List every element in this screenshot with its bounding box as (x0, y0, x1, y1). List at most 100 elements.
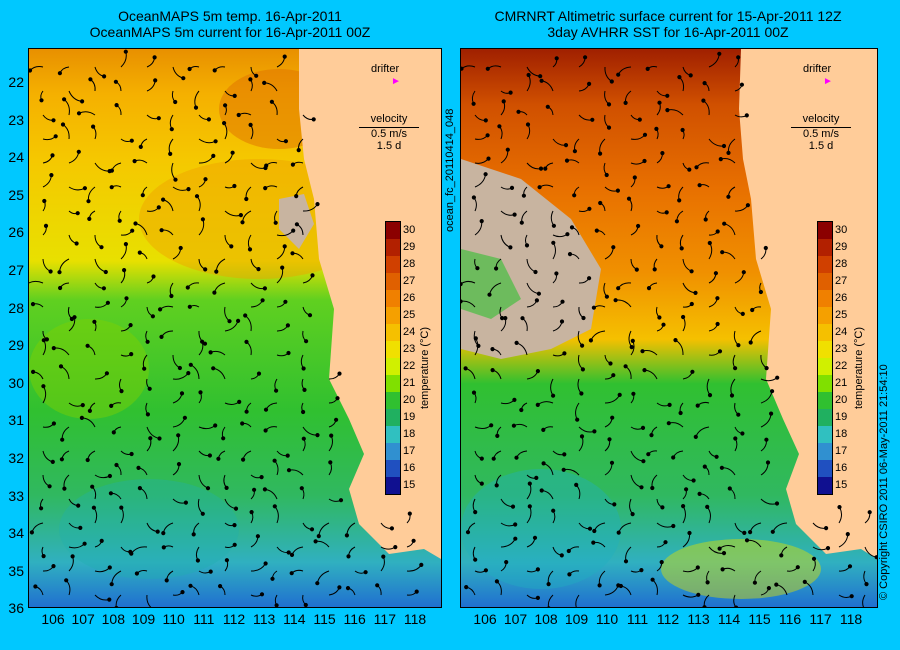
current-vector-head (113, 79, 119, 84)
current-vector-head (561, 467, 566, 472)
current-vector-head (566, 548, 571, 554)
current-vector-head (642, 158, 647, 164)
lon-tick-label: 112 (222, 611, 246, 627)
current-vector-head (33, 584, 38, 589)
current-vector-head (503, 316, 508, 321)
current-vector-head (137, 250, 142, 255)
current-vector-head (128, 323, 133, 328)
colorbar-tick-label: 18 (403, 427, 416, 440)
current-vector-head (185, 285, 190, 290)
current-vector-head (613, 298, 618, 303)
current-vector-head (491, 456, 496, 461)
current-vector-head (211, 366, 216, 371)
current-vector-head (51, 564, 56, 569)
current-vector-head (75, 211, 80, 216)
current-vector-head (178, 245, 183, 251)
current-vector-head (301, 366, 306, 371)
current-vector-head (249, 510, 254, 515)
current-vector-head (195, 558, 200, 563)
current-vector-head (207, 453, 212, 458)
current-vector-head (194, 194, 200, 199)
current-vector-head (375, 583, 380, 588)
current-vector-head (248, 77, 253, 82)
current-vector-head (483, 118, 488, 123)
lat-tick-label: 24 (8, 149, 24, 166)
current-vector-head (173, 177, 178, 182)
current-vector-head (214, 269, 219, 274)
velocity-duration-right: 1.5 d (808, 140, 834, 152)
current-vector-head (521, 193, 527, 198)
current-vector-head (510, 504, 516, 509)
current-vector-head (50, 153, 55, 158)
current-vector-head (233, 506, 239, 511)
current-vector-head (57, 71, 62, 76)
current-vector-head (107, 597, 112, 602)
current-vector-head (720, 567, 725, 572)
current-vector-head (598, 200, 603, 206)
current-vector-head (114, 462, 119, 468)
current-vector-head (29, 530, 35, 535)
current-vector-head (92, 319, 97, 324)
current-vector-head (286, 468, 292, 473)
current-vector-head (101, 286, 107, 291)
current-vector-head (616, 530, 621, 535)
current-vector-head (567, 252, 573, 257)
current-vector-head (591, 305, 596, 310)
current-vector-head (176, 462, 182, 467)
current-vector-head (31, 369, 36, 374)
current-vector-head (487, 292, 492, 297)
current-vector-head (283, 299, 288, 304)
current-vector-head (134, 571, 140, 576)
current-vector-head (511, 423, 517, 428)
current-vector-head (721, 143, 727, 149)
colorbar-tick-label: 21 (835, 376, 848, 389)
current-vector-head (664, 210, 669, 215)
velocity-label-right: velocity (802, 113, 840, 125)
current-vector-head (509, 185, 515, 190)
current-vector-head (632, 175, 637, 180)
current-vector-head (494, 579, 500, 584)
lon-tick-label: 118 (403, 611, 427, 627)
current-vector-head (687, 167, 692, 172)
colorbar-swatch (818, 239, 832, 256)
lon-tick-label: 113 (687, 611, 710, 627)
left-title-line1: OceanMAPS 5m temp. 16-Apr-2011 (118, 8, 342, 24)
run-id-text: ocean_fc_20110414_048 (444, 108, 456, 232)
current-vector-head (534, 475, 539, 480)
current-vector-head (471, 101, 476, 106)
current-vector-head (636, 223, 641, 229)
current-vector-head (252, 487, 257, 492)
current-vector-head (688, 73, 693, 78)
current-vector-head (597, 583, 602, 588)
current-vector-head (641, 459, 646, 464)
colorbar-swatch (818, 222, 832, 239)
current-vector-head (461, 282, 463, 287)
current-vector-head (119, 389, 124, 394)
lat-tick-label: 31 (8, 412, 24, 429)
current-vector-head (290, 251, 295, 256)
left-colorbar-label: temperature (°C) (419, 326, 431, 409)
current-vector-head (504, 559, 509, 565)
colorbar-tick-label: 19 (835, 410, 848, 423)
current-vector-head (176, 433, 181, 438)
right-current-vectors (461, 51, 877, 607)
current-vector-head (569, 225, 575, 230)
drifter-marker-icon-right: ► (823, 76, 833, 87)
current-vector-head (524, 243, 530, 248)
lon-tick-label: 114 (717, 611, 741, 627)
current-vector-head (285, 323, 290, 328)
colorbar-swatch (386, 239, 400, 256)
velocity-scale-right: 0.5 m/s (791, 127, 851, 140)
current-vector-head (551, 393, 556, 398)
current-vector-head (539, 488, 544, 493)
current-vector-head (489, 423, 494, 428)
current-vector-head (152, 55, 157, 60)
lat-tick-label: 33 (8, 487, 24, 504)
current-vector-head (665, 108, 670, 113)
current-vector-head (187, 66, 192, 72)
current-vector-head (76, 503, 81, 508)
current-vector-head (286, 350, 291, 356)
current-vector-head (546, 582, 551, 587)
current-vector-head (629, 345, 634, 350)
current-vector-head (289, 552, 295, 557)
